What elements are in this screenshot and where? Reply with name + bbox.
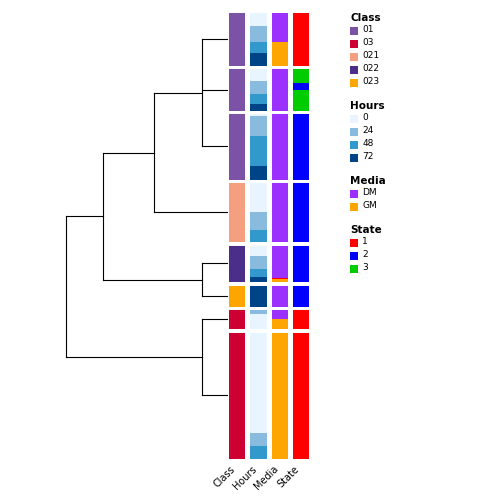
Text: 1: 1 bbox=[362, 237, 368, 246]
Bar bbox=[250, 277, 267, 282]
Bar bbox=[229, 13, 245, 66]
Bar bbox=[350, 115, 358, 123]
Bar bbox=[272, 278, 288, 279]
Bar bbox=[250, 94, 267, 104]
Bar bbox=[250, 244, 267, 256]
Bar bbox=[293, 69, 309, 83]
Bar bbox=[350, 239, 358, 247]
Bar bbox=[250, 256, 267, 269]
Bar bbox=[272, 285, 288, 307]
Text: 03: 03 bbox=[362, 38, 374, 47]
Bar bbox=[250, 104, 267, 111]
Bar bbox=[293, 332, 309, 459]
Bar bbox=[350, 265, 358, 273]
Bar bbox=[272, 13, 288, 42]
Text: State: State bbox=[350, 225, 382, 235]
Text: 022: 022 bbox=[362, 64, 380, 73]
Bar bbox=[250, 433, 267, 446]
Bar bbox=[250, 81, 267, 94]
Bar bbox=[250, 166, 267, 180]
Text: 3: 3 bbox=[362, 263, 368, 272]
Bar bbox=[293, 113, 309, 180]
Bar bbox=[272, 69, 288, 111]
Bar bbox=[250, 182, 267, 212]
Bar bbox=[250, 113, 267, 116]
Bar bbox=[293, 309, 309, 329]
Text: GM: GM bbox=[362, 201, 377, 210]
Text: Media: Media bbox=[350, 176, 386, 186]
Bar bbox=[350, 154, 358, 162]
Text: 24: 24 bbox=[362, 126, 373, 135]
Bar bbox=[250, 42, 267, 53]
Bar bbox=[350, 128, 358, 136]
Bar bbox=[250, 230, 267, 242]
Bar bbox=[250, 53, 267, 66]
Bar bbox=[250, 13, 267, 26]
Bar bbox=[350, 190, 358, 198]
Bar bbox=[272, 244, 288, 278]
Bar bbox=[293, 182, 309, 242]
Bar bbox=[250, 309, 267, 314]
Text: 01: 01 bbox=[362, 25, 374, 34]
Bar bbox=[350, 66, 358, 74]
Bar bbox=[229, 113, 245, 180]
Text: State: State bbox=[276, 464, 301, 489]
Text: Class: Class bbox=[350, 13, 381, 23]
Text: Hours: Hours bbox=[231, 464, 259, 491]
Text: DM: DM bbox=[362, 188, 377, 197]
Bar bbox=[293, 90, 309, 111]
Bar bbox=[293, 13, 309, 66]
Bar bbox=[250, 137, 267, 166]
Bar bbox=[350, 141, 358, 149]
Bar bbox=[272, 182, 288, 242]
Bar bbox=[350, 79, 358, 87]
Bar bbox=[250, 69, 267, 81]
Bar bbox=[350, 252, 358, 260]
Bar bbox=[272, 332, 288, 459]
Bar bbox=[272, 113, 288, 180]
Bar bbox=[293, 83, 309, 90]
Bar bbox=[250, 285, 267, 307]
Bar bbox=[229, 309, 245, 329]
Bar bbox=[272, 42, 288, 66]
Text: 72: 72 bbox=[362, 152, 374, 161]
Bar bbox=[350, 40, 358, 48]
Bar bbox=[350, 203, 358, 211]
Bar bbox=[250, 269, 267, 277]
Bar bbox=[229, 182, 245, 242]
Bar bbox=[350, 53, 358, 61]
Bar bbox=[250, 314, 267, 329]
Text: 021: 021 bbox=[362, 51, 380, 60]
Text: Class: Class bbox=[212, 464, 237, 489]
Bar bbox=[250, 446, 267, 459]
Text: Hours: Hours bbox=[350, 101, 385, 111]
Text: 2: 2 bbox=[362, 250, 368, 259]
Bar bbox=[272, 309, 288, 319]
Text: 48: 48 bbox=[362, 139, 374, 148]
Text: 0: 0 bbox=[362, 113, 368, 122]
Bar bbox=[250, 212, 267, 230]
Bar bbox=[272, 319, 288, 329]
Bar bbox=[229, 285, 245, 307]
Bar bbox=[293, 244, 309, 282]
Bar bbox=[250, 116, 267, 137]
Text: Media: Media bbox=[252, 464, 280, 491]
Bar bbox=[229, 332, 245, 459]
Bar bbox=[229, 244, 245, 282]
Bar bbox=[350, 27, 358, 35]
Bar bbox=[229, 69, 245, 111]
Bar bbox=[272, 279, 288, 282]
Bar bbox=[293, 285, 309, 307]
Bar bbox=[250, 26, 267, 42]
Bar bbox=[250, 332, 267, 433]
Text: 023: 023 bbox=[362, 77, 380, 86]
